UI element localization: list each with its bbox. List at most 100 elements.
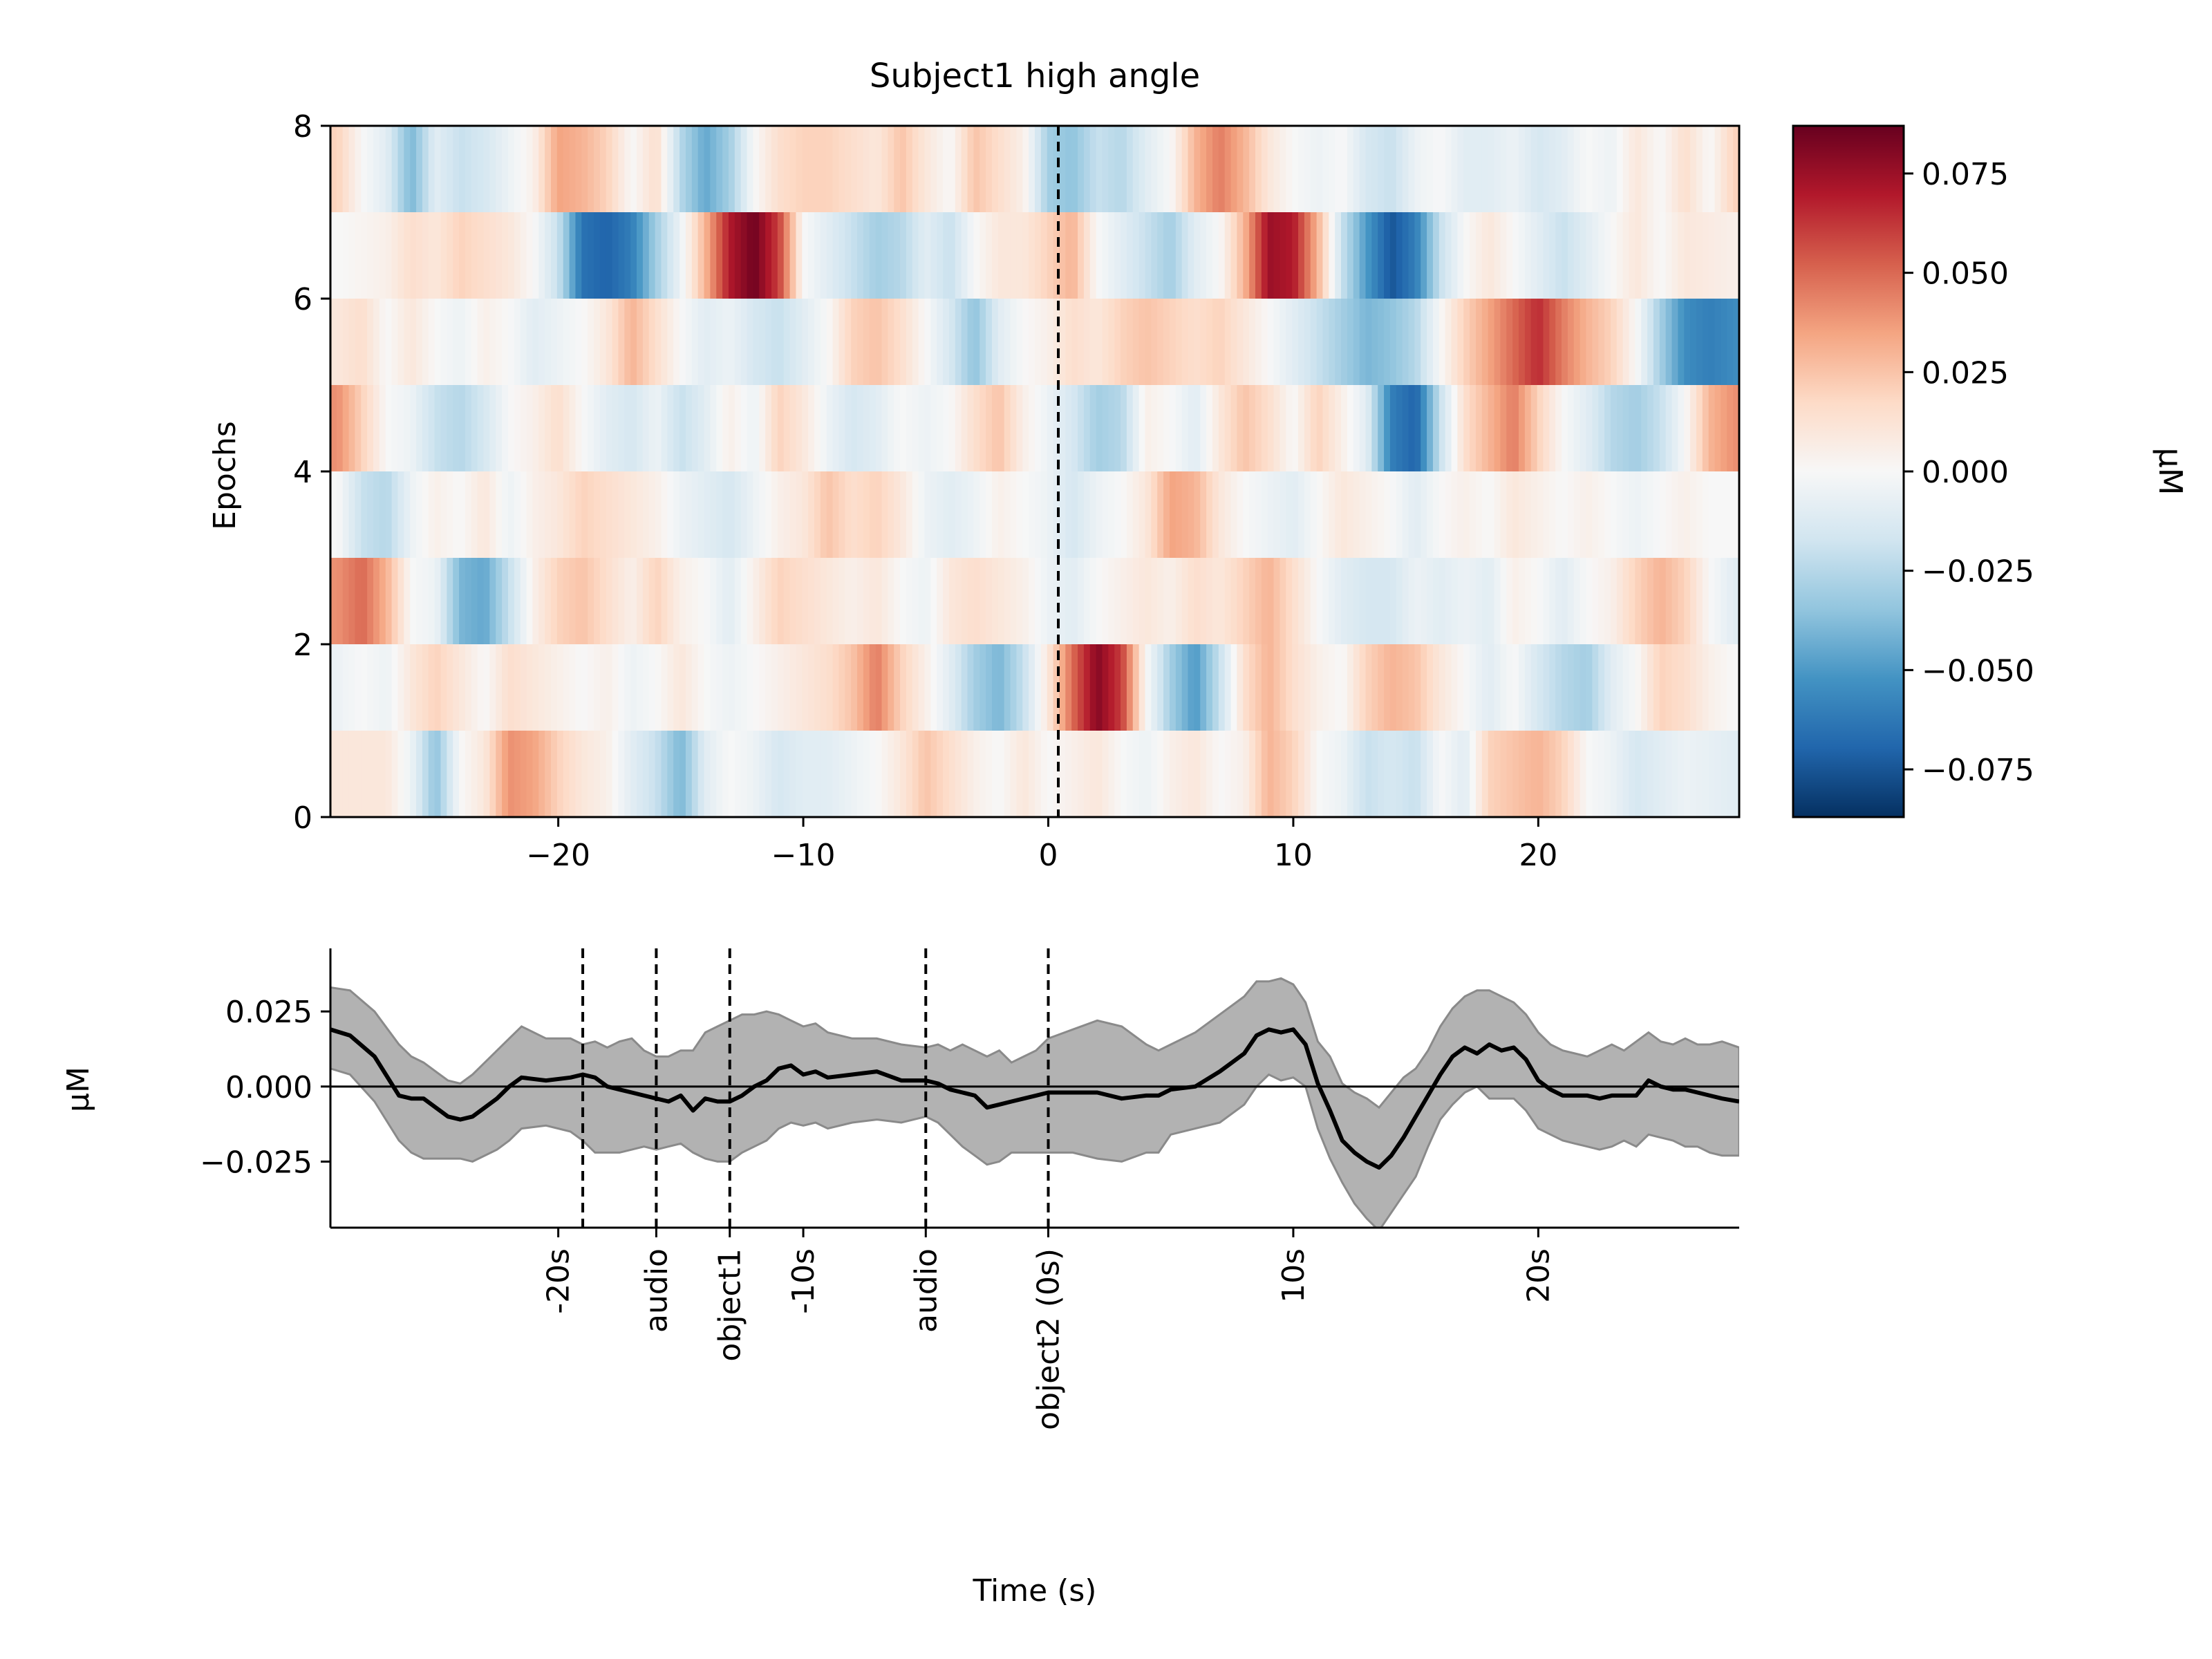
- heatmap-cell: [1549, 471, 1556, 558]
- heatmap-cell: [832, 299, 840, 385]
- heatmap-cell: [1671, 299, 1678, 385]
- heatmap-cell: [1316, 644, 1324, 731]
- heatmap-cell: [734, 385, 742, 471]
- heatmap-cell: [348, 212, 356, 299]
- heatmap-cell: [538, 731, 545, 817]
- heatmap-cell: [1567, 558, 1575, 644]
- heatmap-cell: [355, 212, 362, 299]
- heatmap-cell: [575, 212, 582, 299]
- heatmap-cell: [1359, 385, 1367, 471]
- heatmap-cell: [1543, 299, 1550, 385]
- heatmap-cell: [955, 299, 962, 385]
- heatmap-cell: [1322, 731, 1329, 817]
- heatmap-cell: [783, 731, 791, 817]
- heatmap-cell: [606, 385, 613, 471]
- heatmap-cell: [648, 212, 656, 299]
- heatmap-cell: [1078, 558, 1085, 644]
- heatmap-epoch-row: [330, 558, 1739, 644]
- heatmap-cell: [1463, 731, 1470, 817]
- heatmap-cell: [655, 126, 662, 212]
- heatmap-cell: [379, 558, 386, 644]
- heatmap-cell: [459, 644, 466, 731]
- heatmap-cell: [361, 731, 368, 817]
- heatmap-cell: [1261, 212, 1268, 299]
- heatmap-cell: [440, 212, 447, 299]
- heatmap-cell: [759, 644, 766, 731]
- heatmap-cell: [1622, 471, 1630, 558]
- heatmap-cell: [404, 558, 411, 644]
- heatmap-cell: [789, 644, 797, 731]
- heatmap-cell: [1604, 126, 1611, 212]
- heatmap-cell: [1218, 126, 1226, 212]
- heatmap-cell: [1457, 731, 1464, 817]
- heatmap-cell: [1243, 471, 1250, 558]
- heatmap-cell: [869, 558, 877, 644]
- heatmap-cell: [1126, 212, 1134, 299]
- line-x-tick-label: 20s: [1521, 1248, 1556, 1303]
- heatmap-cell: [1396, 471, 1403, 558]
- heatmap-cell: [1212, 212, 1219, 299]
- heatmap-cell: [1083, 471, 1091, 558]
- heatmap-cell: [906, 126, 913, 212]
- heatmap-cell: [1108, 126, 1115, 212]
- heatmap-cell: [900, 644, 907, 731]
- heatmap-cell: [697, 385, 705, 471]
- heatmap-cell: [869, 471, 877, 558]
- heatmap-cell: [563, 212, 570, 299]
- heatmap-cell: [948, 126, 956, 212]
- heatmap-cell: [1200, 558, 1207, 644]
- heatmap-cell: [747, 299, 753, 385]
- heatmap-cell: [863, 299, 870, 385]
- heatmap-cell: [765, 731, 772, 817]
- heatmap-cell: [1475, 126, 1483, 212]
- heatmap-cell: [918, 644, 926, 731]
- heatmap-cell: [556, 644, 564, 731]
- heatmap-cell: [820, 471, 827, 558]
- heatmap-cell: [759, 558, 766, 644]
- heatmap-cell: [1586, 212, 1593, 299]
- heatmap-cell: [1562, 644, 1568, 731]
- heatmap-cell: [1598, 385, 1605, 471]
- heatmap-cell: [532, 299, 539, 385]
- heatmap-cell: [532, 126, 539, 212]
- heatmap-cell: [888, 126, 894, 212]
- heatmap-cell: [789, 385, 797, 471]
- heatmap-cell: [1537, 558, 1544, 644]
- heatmap-cell: [507, 558, 515, 644]
- heatmap-cell: [1163, 126, 1170, 212]
- heatmap-cell: [1384, 731, 1391, 817]
- heatmap-cell: [697, 558, 705, 644]
- heatmap-cell: [814, 385, 821, 471]
- heatmap-cell: [1329, 558, 1335, 644]
- heatmap-cell: [1586, 385, 1593, 471]
- heatmap-cell: [1592, 558, 1599, 644]
- heatmap-cell: [722, 558, 729, 644]
- heatmap-cell: [1053, 385, 1060, 471]
- heatmap-cell: [1114, 644, 1121, 731]
- heatmap-cell: [1727, 126, 1734, 212]
- heatmap-cell: [348, 558, 356, 644]
- heatmap-cell: [1530, 471, 1538, 558]
- heatmap-cell: [802, 126, 809, 212]
- heatmap-cell: [869, 299, 877, 385]
- heatmap-cell: [832, 558, 840, 644]
- heatmap-cell: [759, 126, 766, 212]
- heatmap-cell: [881, 644, 888, 731]
- heatmap-cell: [697, 126, 705, 212]
- heatmap-cell: [1408, 471, 1415, 558]
- heatmap-cell: [943, 471, 950, 558]
- heatmap-cell: [667, 558, 674, 644]
- heatmap-cell: [1512, 126, 1519, 212]
- heatmap-cell: [1537, 731, 1544, 817]
- heatmap-cell: [1078, 212, 1085, 299]
- heatmap-cell: [447, 126, 453, 212]
- heatmap-cell: [1641, 731, 1648, 817]
- heatmap-cell: [1071, 558, 1078, 644]
- heatmap-cell: [1421, 558, 1427, 644]
- heatmap-cell: [1089, 731, 1097, 817]
- heatmap-cell: [783, 299, 791, 385]
- heatmap-x-tick-label: 10: [1274, 838, 1313, 873]
- heatmap-cell: [1451, 471, 1458, 558]
- heatmap-cell: [937, 471, 944, 558]
